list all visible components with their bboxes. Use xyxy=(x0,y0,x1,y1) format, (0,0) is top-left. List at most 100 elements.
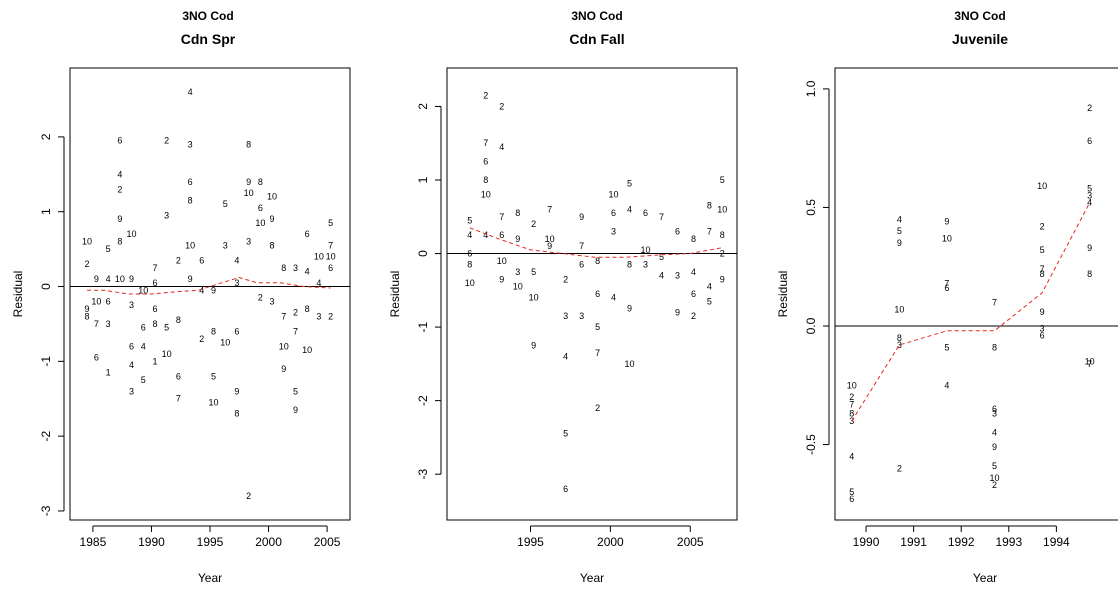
data-point-label: 10 xyxy=(82,237,92,247)
data-point-label: 10 xyxy=(545,234,555,244)
data-point-label: 2 xyxy=(1087,103,1092,113)
trend-line xyxy=(851,202,1091,422)
data-point-label: 8 xyxy=(849,409,854,419)
x-axis-label: Year xyxy=(580,571,604,585)
data-point-label: 2 xyxy=(246,491,251,501)
data-point-label: 8 xyxy=(595,256,600,266)
data-point-label: 4 xyxy=(849,451,854,461)
data-point-label: 9 xyxy=(944,217,949,227)
data-point-label: 9 xyxy=(211,285,216,295)
data-point-label: 4 xyxy=(563,352,568,362)
y-tick-label: 2 xyxy=(39,133,53,140)
data-point-label: 3 xyxy=(992,409,997,419)
data-point-label: 9 xyxy=(720,274,725,284)
data-point-label: 5 xyxy=(595,322,600,332)
data-point-label: 4 xyxy=(499,142,504,152)
x-tick-label: 1992 xyxy=(948,535,975,549)
data-point-label: 3 xyxy=(897,340,902,350)
data-point-label: 9 xyxy=(992,442,997,452)
data-point-label: 10 xyxy=(990,473,1000,483)
data-point-label: 9 xyxy=(246,177,251,187)
data-point-label: 6 xyxy=(117,136,122,146)
data-point-label: 9 xyxy=(1087,243,1092,253)
data-point-label: 6 xyxy=(563,484,568,494)
y-tick-label: 0 xyxy=(416,250,430,257)
data-point-label: 9 xyxy=(627,304,632,314)
data-point-label: 6 xyxy=(234,326,239,336)
data-point-label: 10 xyxy=(162,349,172,359)
data-point-label: 7 xyxy=(944,278,949,288)
data-point-label: 8 xyxy=(305,304,310,314)
data-point-label: 8 xyxy=(483,175,488,185)
data-point-label: 8 xyxy=(152,319,157,329)
y-tick-label: -1 xyxy=(416,321,430,332)
data-point-label: 4 xyxy=(305,267,310,277)
data-point-label: 8 xyxy=(270,240,275,250)
data-point-label: 7 xyxy=(328,240,333,250)
data-point-label: 3 xyxy=(129,386,134,396)
data-point-label: 8 xyxy=(707,201,712,211)
x-tick-label: 2005 xyxy=(677,535,704,549)
data-point-label: 3 xyxy=(106,319,111,329)
data-point-label: 10 xyxy=(209,397,219,407)
data-point-label: 6 xyxy=(129,341,134,351)
data-point-label: 10 xyxy=(513,282,523,292)
data-point-label: 6 xyxy=(176,371,181,381)
y-tick-label: 0 xyxy=(39,283,53,290)
data-point-label: 10 xyxy=(465,278,475,288)
y-tick-label: -3 xyxy=(416,469,430,480)
data-point-label: 7 xyxy=(547,204,552,214)
data-point-label: 7 xyxy=(1040,264,1045,274)
data-point-label: 6 xyxy=(849,494,854,504)
data-point-label: 2 xyxy=(691,311,696,321)
x-tick-label: 1990 xyxy=(138,535,165,549)
data-point-label: 3 xyxy=(188,139,193,149)
data-point-label: 3 xyxy=(164,210,169,220)
chart-title: 3NO Cod xyxy=(571,9,622,23)
data-point-label: 2 xyxy=(85,259,90,269)
data-point-label: 5 xyxy=(106,244,111,254)
data-point-label: 5 xyxy=(720,175,725,185)
data-points: 5468102768104247610989310251097109234569… xyxy=(465,90,727,493)
data-point-label: 5 xyxy=(223,199,228,209)
chart-subtitle: Juvenile xyxy=(952,31,1008,47)
data-point-label: 6 xyxy=(141,323,146,333)
data-point-label: 4 xyxy=(316,278,321,288)
data-point-label: 3 xyxy=(293,263,298,273)
data-point-label: 8 xyxy=(188,195,193,205)
y-tick-label: -2 xyxy=(416,395,430,406)
chart-title: 3NO Cod xyxy=(182,9,233,23)
data-point-label: 6 xyxy=(611,208,616,218)
trend-line xyxy=(87,276,331,295)
data-point-label: 5 xyxy=(849,487,854,497)
data-point-label: 2 xyxy=(720,249,725,259)
data-points: 1029891076546316429810109364310645766812… xyxy=(82,87,336,501)
data-point-label: 8 xyxy=(1087,269,1092,279)
data-point-label: 5 xyxy=(141,375,146,385)
data-point-label: 3 xyxy=(1040,323,1045,333)
y-tick-label: -0.5 xyxy=(804,434,818,455)
data-point-label: 2 xyxy=(483,90,488,100)
data-point-label: 6 xyxy=(188,177,193,187)
data-point-label: 10 xyxy=(279,341,289,351)
data-point-label: 10 xyxy=(244,188,254,198)
data-point-label: 10 xyxy=(267,192,277,202)
data-point-label: 7 xyxy=(992,297,997,307)
data-point-label: 3 xyxy=(246,237,251,247)
y-tick-label: -3 xyxy=(39,505,53,516)
data-point-label: 7 xyxy=(483,138,488,148)
data-point-label: 3 xyxy=(1087,191,1092,201)
data-point-label: 10 xyxy=(847,380,857,390)
data-point-label: 10 xyxy=(255,218,265,228)
data-point-label: 6 xyxy=(305,229,310,239)
plot-frame xyxy=(834,67,1118,521)
y-tick-label: -1 xyxy=(39,356,53,367)
x-tick-label: 1993 xyxy=(995,535,1022,549)
data-point-label: 9 xyxy=(897,238,902,248)
chart-subtitle: Cdn Fall xyxy=(569,31,624,47)
data-point-label: 2 xyxy=(176,255,181,265)
data-point-label: 5 xyxy=(627,179,632,189)
y-axis-label: Residual xyxy=(11,271,25,318)
data-point-label: 10 xyxy=(127,229,137,239)
